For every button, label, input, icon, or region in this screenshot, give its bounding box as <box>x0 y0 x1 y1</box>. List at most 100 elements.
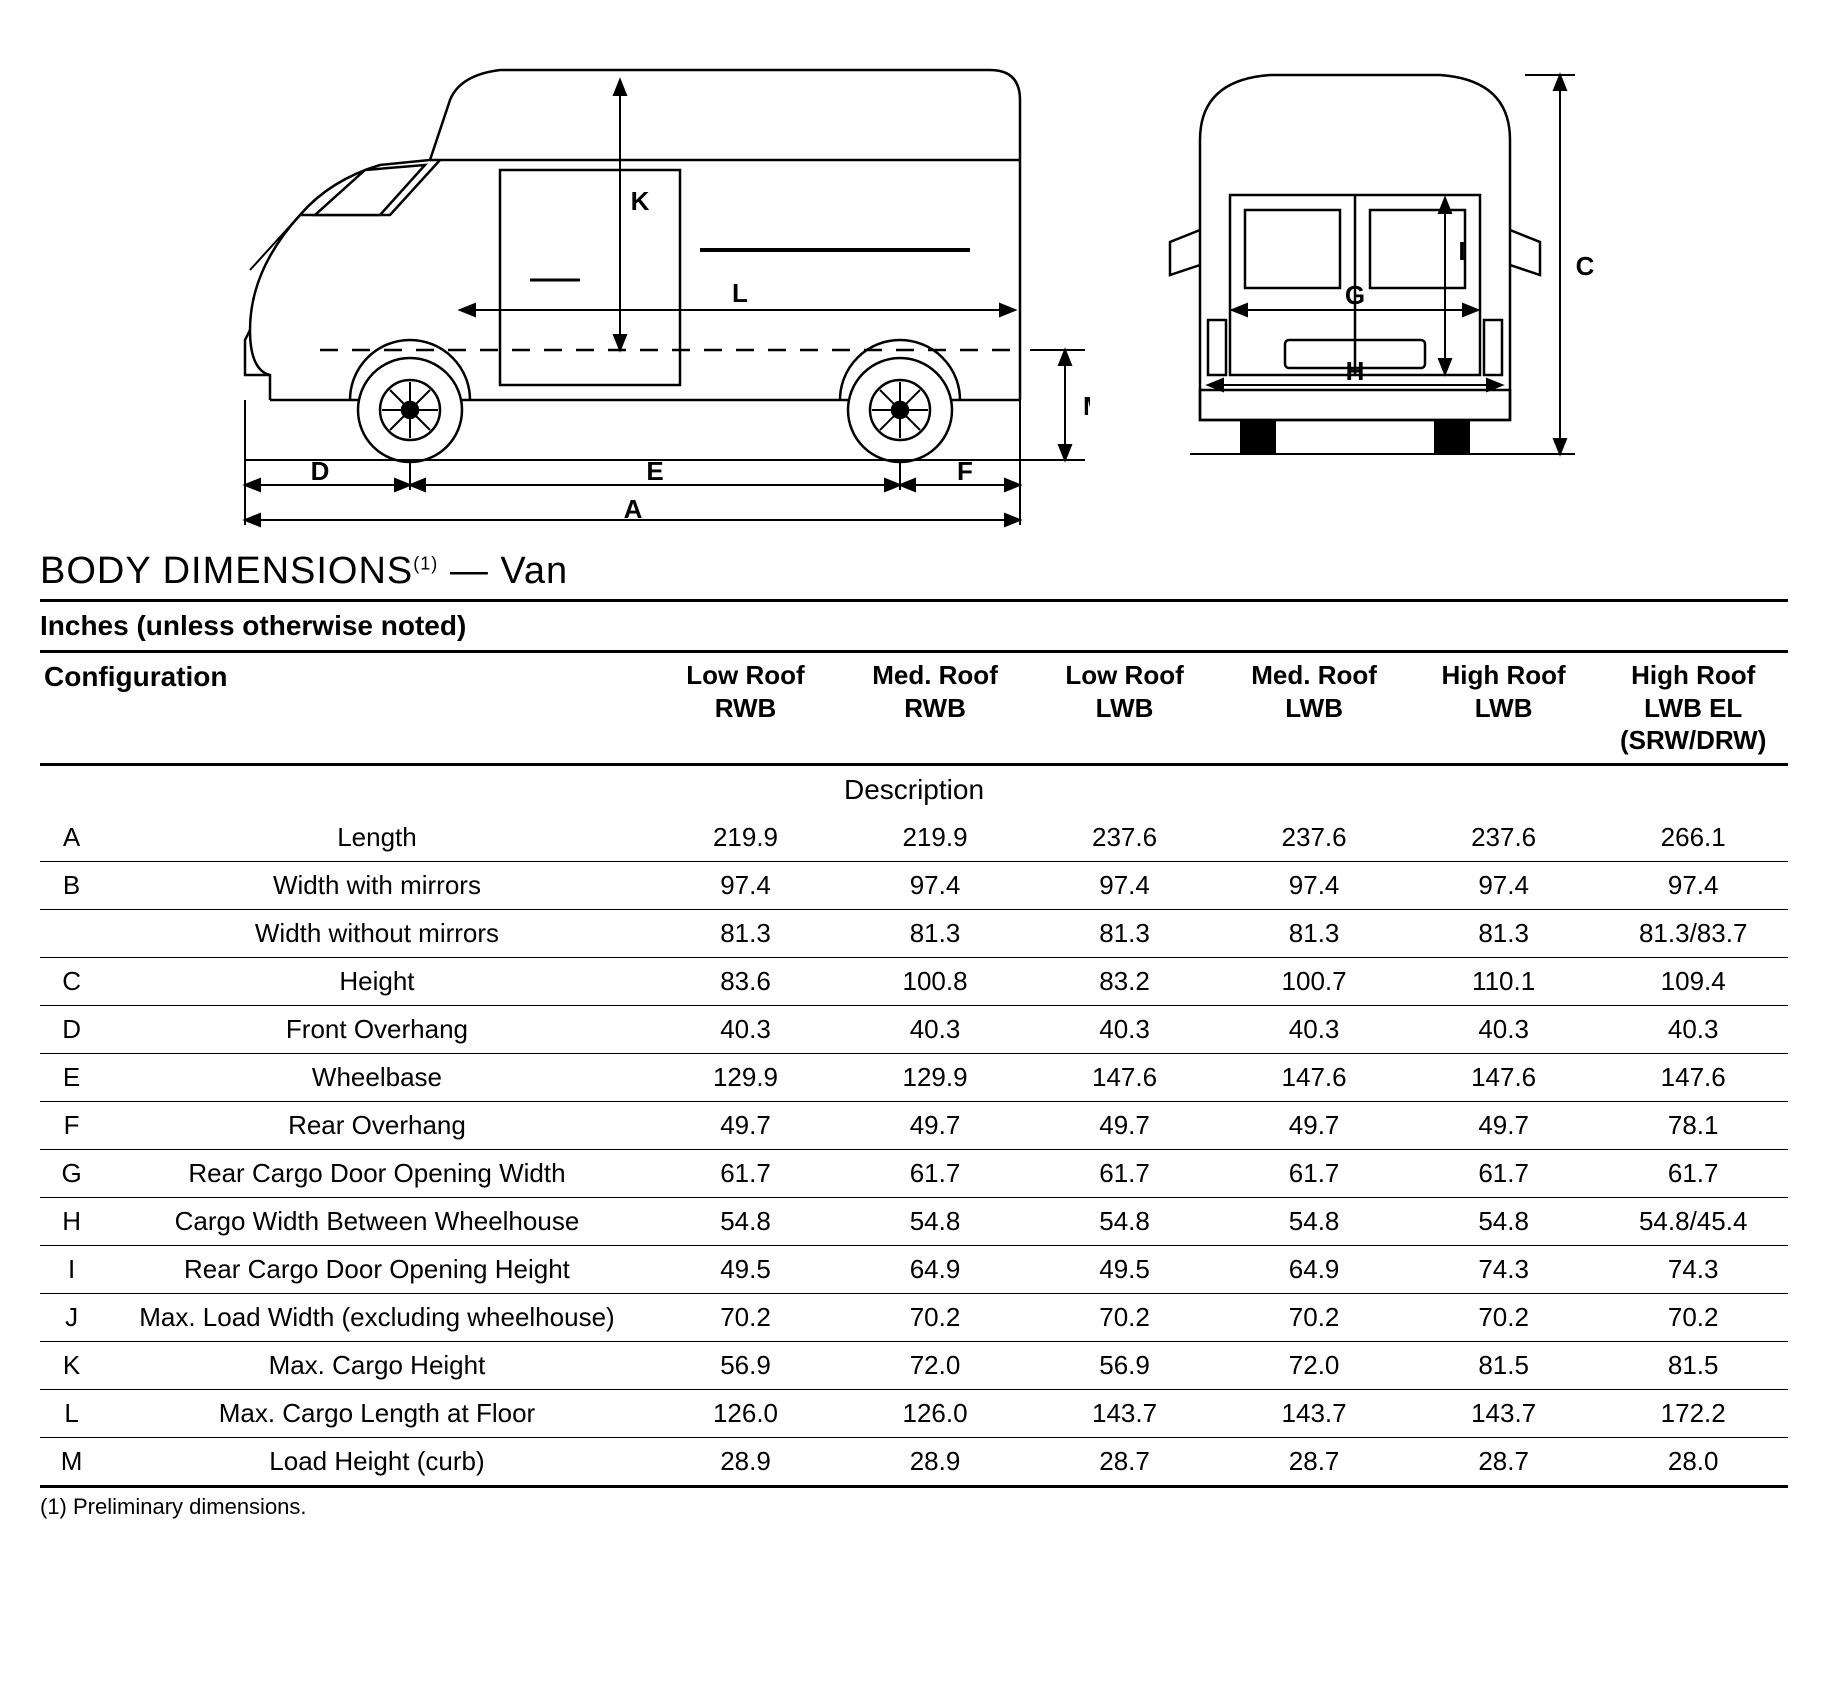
row-value: 100.7 <box>1219 957 1409 1005</box>
row-key: H <box>40 1197 103 1245</box>
row-value: 100.8 <box>840 957 1030 1005</box>
header-col-1: Med. RoofRWB <box>840 653 1030 764</box>
table-row: EWheelbase129.9129.9147.6147.6147.6147.6 <box>40 1053 1788 1101</box>
title-tail: — Van <box>438 550 568 592</box>
row-value: 49.5 <box>1030 1245 1220 1293</box>
row-value: 219.9 <box>651 814 841 862</box>
table-row: CHeight83.6100.883.2100.7110.1109.4 <box>40 957 1788 1005</box>
row-value: 70.2 <box>1598 1293 1788 1341</box>
row-label: Cargo Width Between Wheelhouse <box>103 1197 651 1245</box>
row-value: 49.7 <box>1409 1101 1599 1149</box>
row-value: 70.2 <box>1219 1293 1409 1341</box>
row-value: 28.0 <box>1598 1437 1788 1486</box>
row-value: 54.8 <box>651 1197 841 1245</box>
row-value: 143.7 <box>1030 1389 1220 1437</box>
table-row: BWidth with mirrors97.497.497.497.497.49… <box>40 861 1788 909</box>
dim-label-m: M <box>1083 391 1090 421</box>
row-value: 64.9 <box>1219 1245 1409 1293</box>
row-value: 97.4 <box>1598 861 1788 909</box>
row-value: 70.2 <box>1409 1293 1599 1341</box>
row-value: 54.8 <box>840 1197 1030 1245</box>
description-label: Description <box>40 764 1788 814</box>
row-value: 72.0 <box>840 1341 1030 1389</box>
row-key: K <box>40 1341 103 1389</box>
dim-label-a: A <box>624 494 643 524</box>
row-value: 147.6 <box>1409 1053 1599 1101</box>
dim-label-h: H <box>1346 356 1365 386</box>
title-main: BODY DIMENSIONS <box>40 550 413 592</box>
row-value: 172.2 <box>1598 1389 1788 1437</box>
row-key: M <box>40 1437 103 1486</box>
row-key: J <box>40 1293 103 1341</box>
row-value: 40.3 <box>1219 1005 1409 1053</box>
row-value: 81.5 <box>1598 1341 1788 1389</box>
dim-label-c: C <box>1576 251 1595 281</box>
row-value: 143.7 <box>1409 1389 1599 1437</box>
row-value: 81.3 <box>1409 909 1599 957</box>
row-value: 147.6 <box>1219 1053 1409 1101</box>
table-row: JMax. Load Width (excluding wheelhouse)7… <box>40 1293 1788 1341</box>
row-value: 49.7 <box>1219 1101 1409 1149</box>
row-value: 49.7 <box>840 1101 1030 1149</box>
table-row: KMax. Cargo Height56.972.056.972.081.581… <box>40 1341 1788 1389</box>
row-value: 61.7 <box>840 1149 1030 1197</box>
row-value: 61.7 <box>1030 1149 1220 1197</box>
row-value: 97.4 <box>1409 861 1599 909</box>
row-value: 147.6 <box>1030 1053 1220 1101</box>
table-row: IRear Cargo Door Opening Height49.564.94… <box>40 1245 1788 1293</box>
row-value: 40.3 <box>840 1005 1030 1053</box>
table-row: HCargo Width Between Wheelhouse54.854.85… <box>40 1197 1788 1245</box>
row-value: 70.2 <box>840 1293 1030 1341</box>
header-col-2: Low RoofLWB <box>1030 653 1220 764</box>
dim-label-g: G <box>1345 280 1365 310</box>
van-side-diagram: D E F A K L M <box>190 30 1090 530</box>
header-configuration: Configuration <box>40 653 651 764</box>
row-value: 74.3 <box>1598 1245 1788 1293</box>
subtitle: Inches (unless otherwise noted) <box>40 599 1788 653</box>
dim-label-d: D <box>311 456 330 486</box>
row-value: 40.3 <box>1409 1005 1599 1053</box>
row-value: 126.0 <box>651 1389 841 1437</box>
dim-label-e: E <box>646 456 663 486</box>
row-value: 81.3 <box>840 909 1030 957</box>
row-value: 219.9 <box>840 814 1030 862</box>
row-value: 81.3 <box>1219 909 1409 957</box>
row-value: 97.4 <box>651 861 841 909</box>
table-row: ALength219.9219.9237.6237.6237.6266.1 <box>40 814 1788 862</box>
row-key: L <box>40 1389 103 1437</box>
row-value: 74.3 <box>1409 1245 1599 1293</box>
dim-label-l: L <box>732 278 748 308</box>
row-value: 40.3 <box>1030 1005 1220 1053</box>
row-label: Rear Cargo Door Opening Width <box>103 1149 651 1197</box>
row-value: 110.1 <box>1409 957 1599 1005</box>
table-row: FRear Overhang49.749.749.749.749.778.1 <box>40 1101 1788 1149</box>
row-label: Rear Overhang <box>103 1101 651 1149</box>
table-body: Description ALength219.9219.9237.6237.62… <box>40 764 1788 1486</box>
row-value: 61.7 <box>1598 1149 1788 1197</box>
row-key: B <box>40 861 103 909</box>
row-value: 97.4 <box>1219 861 1409 909</box>
row-value: 61.7 <box>1219 1149 1409 1197</box>
row-value: 56.9 <box>1030 1341 1220 1389</box>
row-label: Front Overhang <box>103 1005 651 1053</box>
header-col-0: Low RoofRWB <box>651 653 841 764</box>
diagram-container: D E F A K L M <box>40 30 1788 530</box>
page-title: BODY DIMENSIONS(1) — Van <box>40 550 1788 593</box>
row-label: Height <box>103 957 651 1005</box>
row-value: 54.8/45.4 <box>1598 1197 1788 1245</box>
row-value: 81.3 <box>651 909 841 957</box>
row-value: 83.6 <box>651 957 841 1005</box>
row-value: 54.8 <box>1219 1197 1409 1245</box>
row-key: G <box>40 1149 103 1197</box>
table-row: MLoad Height (curb)28.928.928.728.728.72… <box>40 1437 1788 1486</box>
row-value: 81.3/83.7 <box>1598 909 1788 957</box>
row-value: 54.8 <box>1409 1197 1599 1245</box>
row-value: 61.7 <box>651 1149 841 1197</box>
row-label: Width with mirrors <box>103 861 651 909</box>
row-value: 49.7 <box>651 1101 841 1149</box>
row-value: 40.3 <box>651 1005 841 1053</box>
table-row: DFront Overhang40.340.340.340.340.340.3 <box>40 1005 1788 1053</box>
row-key <box>40 909 103 957</box>
dim-label-i: I <box>1458 236 1465 266</box>
row-value: 129.9 <box>651 1053 841 1101</box>
